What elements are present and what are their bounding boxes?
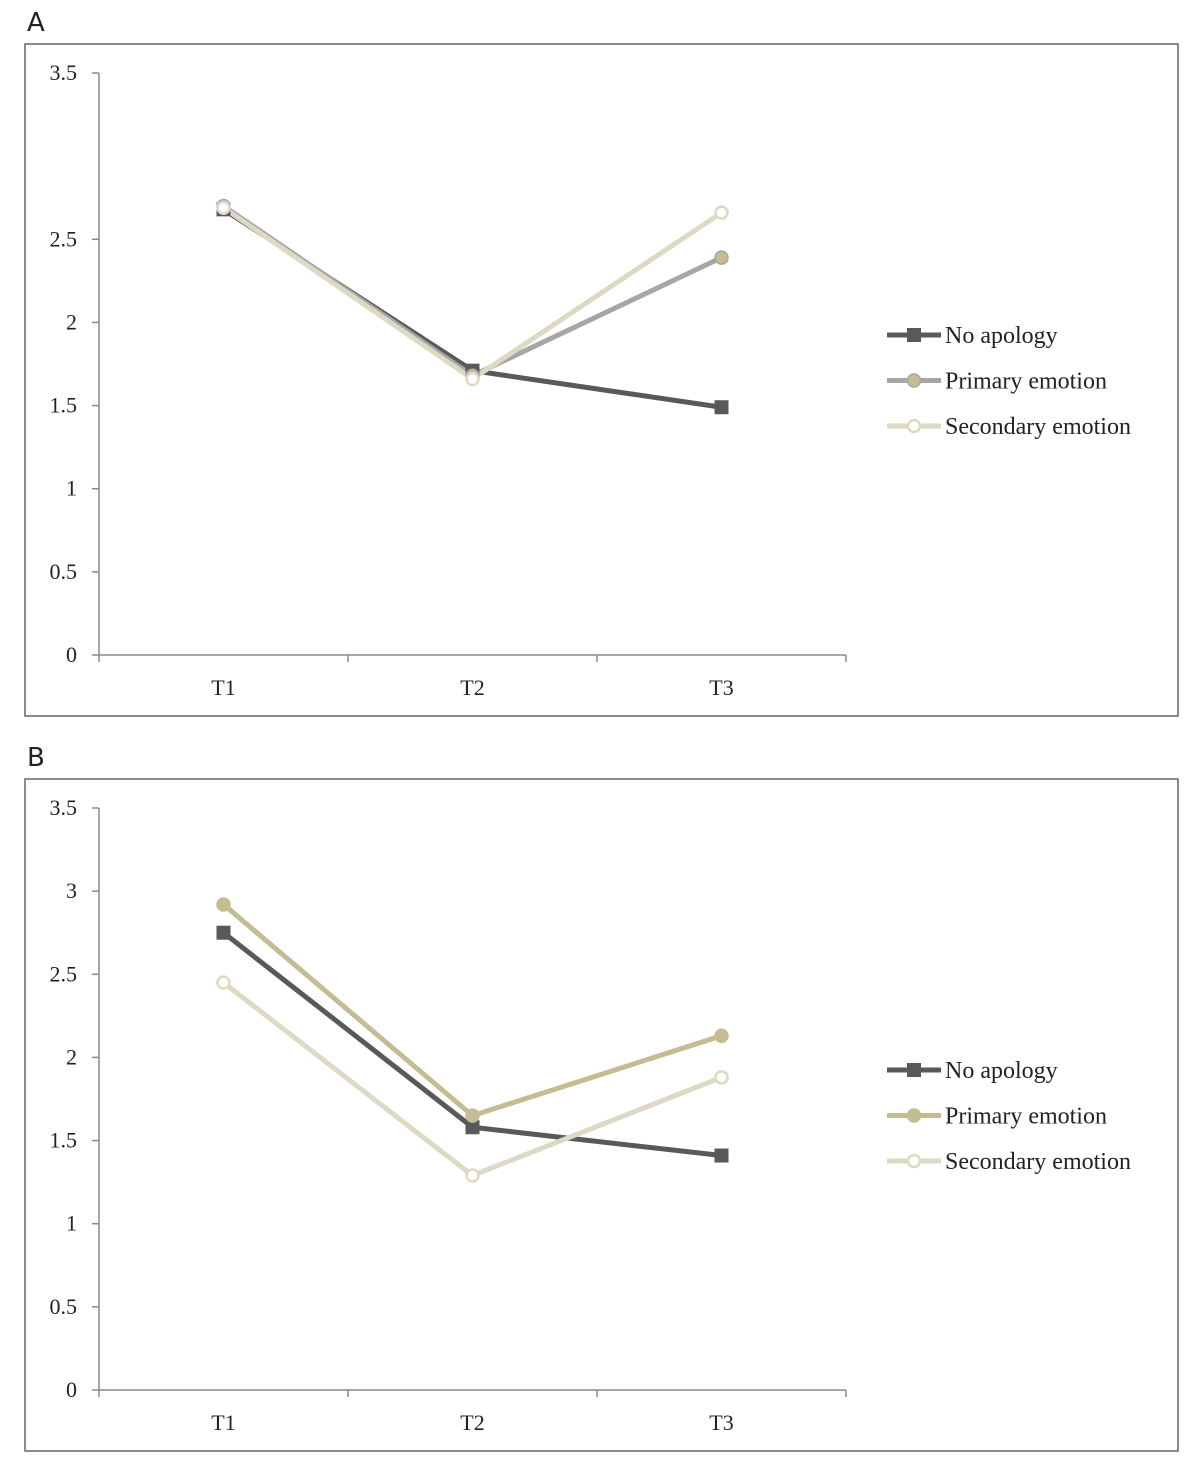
data-point-no-apology [465,1120,480,1135]
y-tick-label: 3 [66,878,77,903]
series-line-primary-emotion [222,203,723,379]
data-point-secondary-emotion [465,371,480,387]
legend-marker-secondary-emotion [906,1153,922,1169]
y-tick-label: 1 [66,476,77,501]
y-tick-label: 0.5 [50,559,78,584]
legend-label-primary-emotion: Primary emotion [945,1104,1107,1130]
data-point-primary-emotion [714,250,729,265]
data-point-secondary-emotion [714,1070,729,1085]
y-tick-label: 3.5 [50,60,78,85]
y-tick-label: 3.5 [50,795,78,820]
data-point-secondary-emotion [465,1168,480,1183]
y-tick-label: 0 [66,642,77,667]
data-point-primary-emotion [465,1108,480,1123]
data-point-no-apology [714,1148,729,1163]
legend-label-secondary-emotion: Secondary emotion [945,1149,1131,1175]
x-tick-label: T2 [460,1410,484,1435]
y-tick-label: 2 [66,309,77,334]
y-tick-label: 1.5 [50,393,78,418]
legend-marker-no-apology [907,1063,921,1077]
data-point-no-apology [714,400,729,415]
data-point-primary-emotion [714,1028,729,1044]
chart-panel-a: 0 0.5 1 1.5 2 2.5 3.5 T1 T2 T3 No apology Primary e… [24,43,1179,717]
chart-panel-b: 0 0.5 1 1.5 2 2.5 3 3.5 T1 T2 T3 No apology Primary … [24,778,1179,1452]
x-tick-label: T3 [709,1410,733,1435]
series-line-primary-emotion [221,902,723,1119]
legend-label-no-apology: No apology [945,323,1058,349]
x-tick-label: T1 [211,675,235,700]
y-tick-label: 2 [66,1044,77,1069]
chart-frame [24,778,1179,1452]
data-point-primary-emotion [216,897,231,912]
y-tick-label: 1.5 [50,1128,78,1153]
x-tick-label: T1 [211,1410,235,1435]
legend-marker-primary-emotion [906,373,922,388]
legend-marker-secondary-emotion [906,418,922,434]
x-tick-label: T2 [460,675,484,700]
data-point-secondary-emotion [216,975,231,990]
data-point-no-apology [216,925,231,940]
y-tick-label: 0.5 [50,1294,78,1319]
y-tick-label: 2.5 [50,961,78,986]
panel-a-label: A [27,8,45,38]
data-point-secondary-emotion [216,200,231,215]
data-point-secondary-emotion [714,205,729,220]
chart-frame [24,43,1179,717]
x-tick-label: T3 [709,675,733,700]
y-tick-label: 2.5 [50,226,78,251]
legend-marker-primary-emotion [906,1108,922,1123]
y-tick-label: 1 [66,1211,77,1236]
panel-b-label: B [27,743,45,773]
legend-label-primary-emotion: Primary emotion [945,369,1107,395]
legend-label-secondary-emotion: Secondary emotion [945,414,1131,440]
legend-label-no-apology: No apology [945,1058,1058,1084]
legend-marker-no-apology [907,328,921,342]
y-tick-label: 0 [66,1377,77,1402]
